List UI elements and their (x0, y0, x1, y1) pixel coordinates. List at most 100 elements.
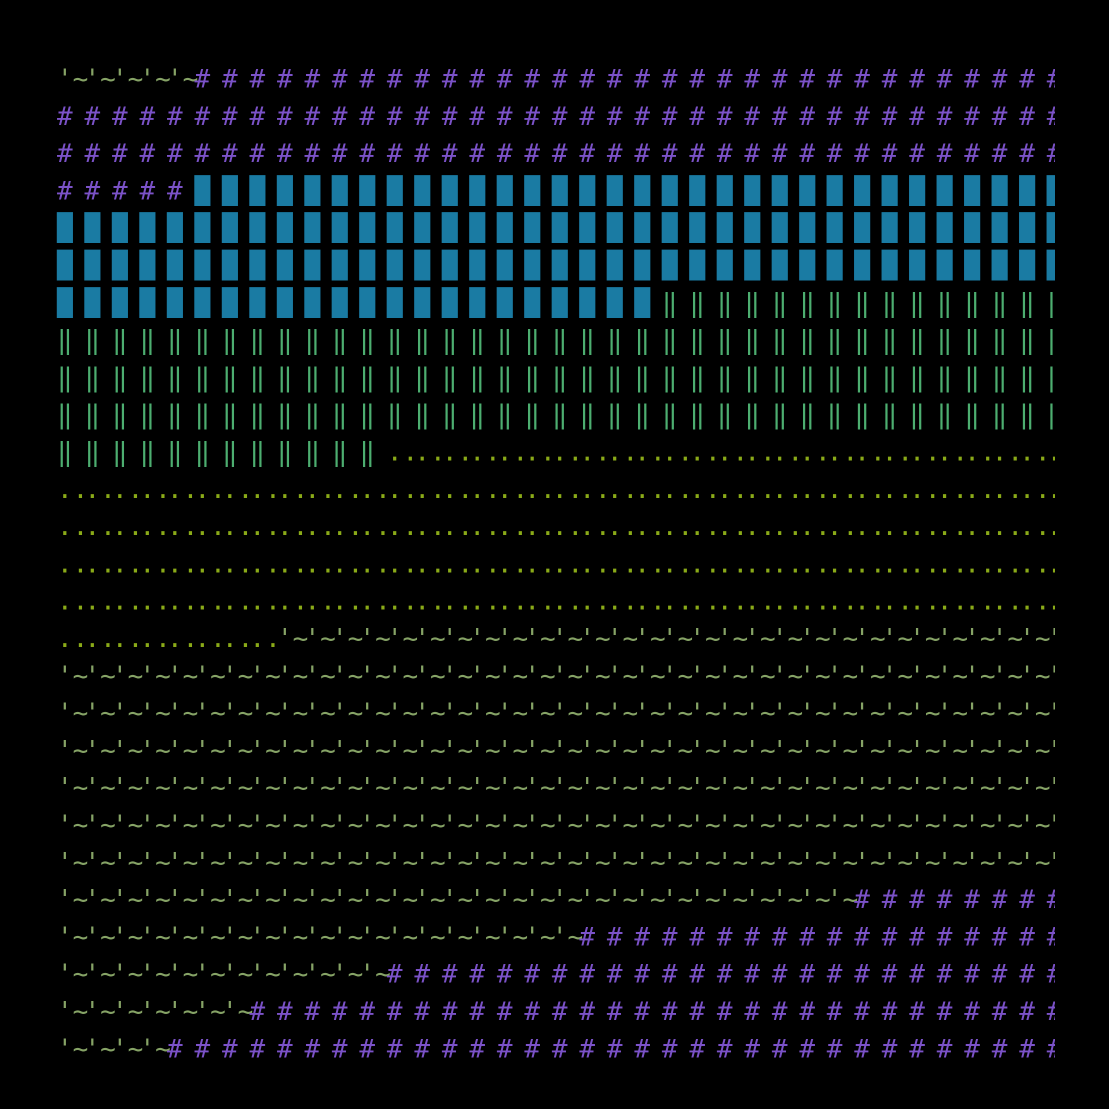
cell-glyph: █ (853, 212, 870, 244)
cell-glyph: '~ (249, 699, 280, 729)
cell-glyph: ‖ (744, 400, 760, 430)
cell-glyph: '~ (222, 848, 253, 878)
cell-glyph: .. (882, 587, 913, 617)
cell-glyph: .. (827, 512, 858, 542)
cell-glyph: '~ (359, 811, 390, 841)
cell-glyph: # (909, 65, 925, 95)
cell-glyph: # (222, 1034, 238, 1064)
cell-glyph: .. (277, 475, 308, 505)
cell-glyph: '~ (304, 624, 335, 654)
cell-glyph: # (249, 1034, 265, 1064)
cell-glyph: '~ (277, 922, 308, 952)
cell-glyph: .. (992, 512, 1023, 542)
cell-glyph: # (854, 960, 870, 990)
cell-glyph: .. (84, 587, 115, 617)
cell-glyph: '~ (304, 848, 335, 878)
cell-glyph: .. (112, 475, 143, 505)
cell-glyph: █ (166, 286, 183, 318)
cell-glyph: .. (717, 549, 748, 579)
cell-glyph: '~ (249, 661, 280, 691)
cell-glyph: '~ (662, 699, 693, 729)
cell-glyph: ‖ (414, 363, 430, 393)
cell-glyph: # (414, 65, 430, 95)
cell-glyph: .. (772, 587, 803, 617)
cell-glyph: # (854, 885, 870, 915)
cell-glyph: █ (551, 212, 568, 244)
cell-glyph: '~ (194, 661, 225, 691)
cell-glyph: # (689, 922, 705, 952)
cell-glyph: █ (303, 249, 320, 281)
cell-glyph: '~ (992, 773, 1023, 803)
cell-glyph: .. (139, 587, 170, 617)
cell-glyph: █ (716, 249, 733, 281)
cell-glyph: █ (881, 174, 898, 206)
cell-glyph: .. (854, 549, 885, 579)
cell-glyph: '~ (304, 960, 335, 990)
cell-glyph: '~ (1047, 699, 1078, 729)
cell-glyph: '~ (414, 848, 445, 878)
cell-glyph: █ (331, 212, 348, 244)
cell-glyph: # (937, 65, 953, 95)
cell-glyph: .. (1047, 475, 1078, 505)
cell-glyph: '~ (304, 811, 335, 841)
cell-glyph: '~ (772, 661, 803, 691)
cell-glyph: █ (826, 174, 843, 206)
cell-glyph: # (634, 997, 650, 1027)
cell-glyph: # (827, 139, 843, 169)
cell-glyph: ‖ (964, 288, 980, 318)
cell-glyph: .. (139, 549, 170, 579)
cell-glyph: '~ (772, 699, 803, 729)
cell-glyph: # (909, 960, 925, 990)
cell-glyph: '~ (139, 811, 170, 841)
cell-glyph: .. (469, 438, 500, 468)
cell-glyph: .. (744, 587, 775, 617)
cell-glyph: # (524, 960, 540, 990)
cell-glyph: █ (413, 174, 430, 206)
cell-glyph: '~ (387, 773, 418, 803)
cell-glyph: # (607, 1034, 623, 1064)
cell-glyph: # (937, 139, 953, 169)
cell-glyph: '~ (772, 885, 803, 915)
cell-glyph: .. (909, 587, 940, 617)
cell-glyph: .. (387, 475, 418, 505)
cell-glyph: # (1047, 1034, 1063, 1064)
cell-glyph: # (442, 1034, 458, 1064)
cell-glyph: █ (936, 249, 953, 281)
cell-glyph: █ (606, 249, 623, 281)
cell-glyph: █ (963, 249, 980, 281)
cell-glyph: # (744, 139, 760, 169)
cell-glyph: '~ (277, 736, 308, 766)
cell-glyph: █ (386, 174, 403, 206)
cell-glyph: ‖ (524, 326, 540, 356)
cell-glyph: # (84, 102, 100, 132)
cell-glyph: '~ (57, 1034, 88, 1064)
cell-glyph: █ (716, 174, 733, 206)
cell-glyph: '~ (304, 699, 335, 729)
cell-glyph: █ (138, 249, 155, 281)
cell-glyph: # (827, 65, 843, 95)
cell-glyph: ‖ (1047, 400, 1063, 430)
cell-glyph: '~ (607, 848, 638, 878)
cell-glyph: ‖ (249, 363, 265, 393)
cell-glyph: # (607, 102, 623, 132)
cell-glyph: .. (579, 475, 610, 505)
cell-glyph: '~ (469, 811, 500, 841)
cell-glyph: █ (1046, 249, 1063, 281)
cell-glyph: █ (578, 249, 595, 281)
cell-glyph: ‖ (442, 400, 458, 430)
cell-glyph: '~ (579, 811, 610, 841)
cell-glyph: '~ (882, 624, 913, 654)
cell-glyph: # (882, 885, 898, 915)
cell-glyph: █ (303, 212, 320, 244)
cell-glyph: # (882, 960, 898, 990)
cell-glyph: ‖ (442, 326, 458, 356)
cell-glyph: ‖ (167, 438, 183, 468)
cell-glyph: '~ (964, 661, 995, 691)
cell-glyph: █ (358, 249, 375, 281)
cell-glyph: ‖ (827, 363, 843, 393)
cell-glyph: ‖ (524, 400, 540, 430)
cell-glyph: .. (304, 475, 335, 505)
cell-glyph: '~ (744, 661, 775, 691)
cell-glyph: █ (523, 212, 540, 244)
cell-glyph: '~ (552, 773, 583, 803)
